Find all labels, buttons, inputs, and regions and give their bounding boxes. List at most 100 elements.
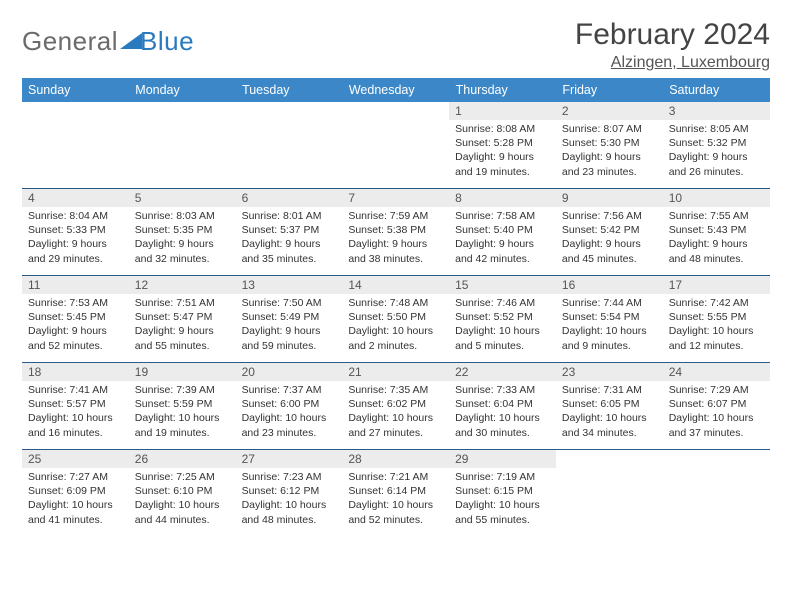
- day-details: Sunrise: 7:39 AMSunset: 5:59 PMDaylight:…: [129, 381, 236, 444]
- day-number: 29: [449, 450, 556, 468]
- daylight-text-2: and 41 minutes.: [28, 513, 123, 527]
- sunset-text: Sunset: 6:07 PM: [669, 397, 764, 411]
- daylight-text-2: and 19 minutes.: [455, 165, 550, 179]
- page-subtitle: Alzingen, Luxembourg: [575, 54, 770, 72]
- day-number: 7: [342, 189, 449, 207]
- day-details: Sunrise: 7:21 AMSunset: 6:14 PMDaylight:…: [342, 468, 449, 531]
- calendar-cell: 19Sunrise: 7:39 AMSunset: 5:59 PMDayligh…: [129, 363, 236, 450]
- calendar-cell: 6Sunrise: 8:01 AMSunset: 5:37 PMDaylight…: [236, 189, 343, 276]
- calendar-cell: 15Sunrise: 7:46 AMSunset: 5:52 PMDayligh…: [449, 276, 556, 363]
- day-number: 19: [129, 363, 236, 381]
- sunset-text: Sunset: 5:42 PM: [562, 223, 657, 237]
- calendar-cell: [129, 102, 236, 189]
- day-details: Sunrise: 7:27 AMSunset: 6:09 PMDaylight:…: [22, 468, 129, 531]
- weekday-header: Wednesday: [342, 78, 449, 102]
- sunrise-text: Sunrise: 7:44 AM: [562, 296, 657, 310]
- daylight-text-1: Daylight: 9 hours: [669, 237, 764, 251]
- day-number: 20: [236, 363, 343, 381]
- daylight-text-2: and 38 minutes.: [348, 252, 443, 266]
- daylight-text-1: Daylight: 9 hours: [28, 237, 123, 251]
- day-number: 24: [663, 363, 770, 381]
- daylight-text-1: Daylight: 9 hours: [455, 150, 550, 164]
- sunset-text: Sunset: 5:45 PM: [28, 310, 123, 324]
- sunrise-text: Sunrise: 7:27 AM: [28, 470, 123, 484]
- sunrise-text: Sunrise: 7:35 AM: [348, 383, 443, 397]
- daylight-text-2: and 52 minutes.: [348, 513, 443, 527]
- sunrise-text: Sunrise: 7:46 AM: [455, 296, 550, 310]
- daylight-text-1: Daylight: 9 hours: [242, 237, 337, 251]
- title-block: February 2024 Alzingen, Luxembourg: [575, 18, 770, 72]
- sunset-text: Sunset: 6:14 PM: [348, 484, 443, 498]
- day-details: Sunrise: 7:25 AMSunset: 6:10 PMDaylight:…: [129, 468, 236, 531]
- day-number: 28: [342, 450, 449, 468]
- calendar-cell: 10Sunrise: 7:55 AMSunset: 5:43 PMDayligh…: [663, 189, 770, 276]
- day-number: 3: [663, 102, 770, 120]
- day-number: 22: [449, 363, 556, 381]
- weekday-header-row: SundayMondayTuesdayWednesdayThursdayFrid…: [22, 78, 770, 102]
- calendar-body: 1Sunrise: 8:08 AMSunset: 5:28 PMDaylight…: [22, 102, 770, 536]
- sunrise-text: Sunrise: 7:37 AM: [242, 383, 337, 397]
- day-details: Sunrise: 7:44 AMSunset: 5:54 PMDaylight:…: [556, 294, 663, 357]
- sunset-text: Sunset: 5:50 PM: [348, 310, 443, 324]
- daylight-text-1: Daylight: 10 hours: [28, 498, 123, 512]
- daylight-text-2: and 23 minutes.: [562, 165, 657, 179]
- sunset-text: Sunset: 5:43 PM: [669, 223, 764, 237]
- daylight-text-2: and 5 minutes.: [455, 339, 550, 353]
- daylight-text-2: and 35 minutes.: [242, 252, 337, 266]
- day-details: Sunrise: 7:53 AMSunset: 5:45 PMDaylight:…: [22, 294, 129, 357]
- sunset-text: Sunset: 6:05 PM: [562, 397, 657, 411]
- sunset-text: Sunset: 5:32 PM: [669, 136, 764, 150]
- day-details: Sunrise: 8:08 AMSunset: 5:28 PMDaylight:…: [449, 120, 556, 183]
- daylight-text-2: and 16 minutes.: [28, 426, 123, 440]
- daylight-text-1: Daylight: 10 hours: [348, 324, 443, 338]
- calendar-cell: 5Sunrise: 8:03 AMSunset: 5:35 PMDaylight…: [129, 189, 236, 276]
- daylight-text-2: and 52 minutes.: [28, 339, 123, 353]
- sunset-text: Sunset: 5:28 PM: [455, 136, 550, 150]
- daylight-text-2: and 59 minutes.: [242, 339, 337, 353]
- sunset-text: Sunset: 5:55 PM: [669, 310, 764, 324]
- daylight-text-2: and 12 minutes.: [669, 339, 764, 353]
- sunrise-text: Sunrise: 7:41 AM: [28, 383, 123, 397]
- daylight-text-2: and 55 minutes.: [135, 339, 230, 353]
- daylight-text-1: Daylight: 10 hours: [562, 324, 657, 338]
- sunrise-text: Sunrise: 7:23 AM: [242, 470, 337, 484]
- day-details: Sunrise: 7:33 AMSunset: 6:04 PMDaylight:…: [449, 381, 556, 444]
- logo-triangle-icon: [120, 33, 142, 49]
- sunset-text: Sunset: 5:59 PM: [135, 397, 230, 411]
- sunset-text: Sunset: 5:54 PM: [562, 310, 657, 324]
- calendar-table: SundayMondayTuesdayWednesdayThursdayFrid…: [22, 78, 770, 536]
- sunset-text: Sunset: 6:10 PM: [135, 484, 230, 498]
- day-details: Sunrise: 7:50 AMSunset: 5:49 PMDaylight:…: [236, 294, 343, 357]
- day-details: Sunrise: 7:31 AMSunset: 6:05 PMDaylight:…: [556, 381, 663, 444]
- sunrise-text: Sunrise: 7:21 AM: [348, 470, 443, 484]
- sunrise-text: Sunrise: 7:42 AM: [669, 296, 764, 310]
- calendar-cell: [236, 102, 343, 189]
- weekday-header: Tuesday: [236, 78, 343, 102]
- calendar-cell: 21Sunrise: 7:35 AMSunset: 6:02 PMDayligh…: [342, 363, 449, 450]
- daylight-text-1: Daylight: 9 hours: [562, 237, 657, 251]
- day-details: Sunrise: 8:07 AMSunset: 5:30 PMDaylight:…: [556, 120, 663, 183]
- daylight-text-2: and 2 minutes.: [348, 339, 443, 353]
- daylight-text-2: and 48 minutes.: [669, 252, 764, 266]
- day-details: Sunrise: 8:01 AMSunset: 5:37 PMDaylight:…: [236, 207, 343, 270]
- day-details: Sunrise: 7:37 AMSunset: 6:00 PMDaylight:…: [236, 381, 343, 444]
- header: General Blue February 2024 Alzingen, Lux…: [22, 18, 770, 72]
- sunset-text: Sunset: 5:35 PM: [135, 223, 230, 237]
- weekday-header: Friday: [556, 78, 663, 102]
- day-number: 15: [449, 276, 556, 294]
- day-details: Sunrise: 7:55 AMSunset: 5:43 PMDaylight:…: [663, 207, 770, 270]
- day-number: 1: [449, 102, 556, 120]
- sunset-text: Sunset: 5:40 PM: [455, 223, 550, 237]
- calendar-cell: 29Sunrise: 7:19 AMSunset: 6:15 PMDayligh…: [449, 450, 556, 537]
- daylight-text-2: and 29 minutes.: [28, 252, 123, 266]
- day-details: Sunrise: 7:56 AMSunset: 5:42 PMDaylight:…: [556, 207, 663, 270]
- sunset-text: Sunset: 6:09 PM: [28, 484, 123, 498]
- logo-text-2: Blue: [140, 26, 194, 57]
- daylight-text-1: Daylight: 9 hours: [562, 150, 657, 164]
- daylight-text-2: and 55 minutes.: [455, 513, 550, 527]
- sunset-text: Sunset: 5:33 PM: [28, 223, 123, 237]
- day-details: Sunrise: 8:05 AMSunset: 5:32 PMDaylight:…: [663, 120, 770, 183]
- daylight-text-2: and 23 minutes.: [242, 426, 337, 440]
- sunset-text: Sunset: 6:00 PM: [242, 397, 337, 411]
- daylight-text-2: and 34 minutes.: [562, 426, 657, 440]
